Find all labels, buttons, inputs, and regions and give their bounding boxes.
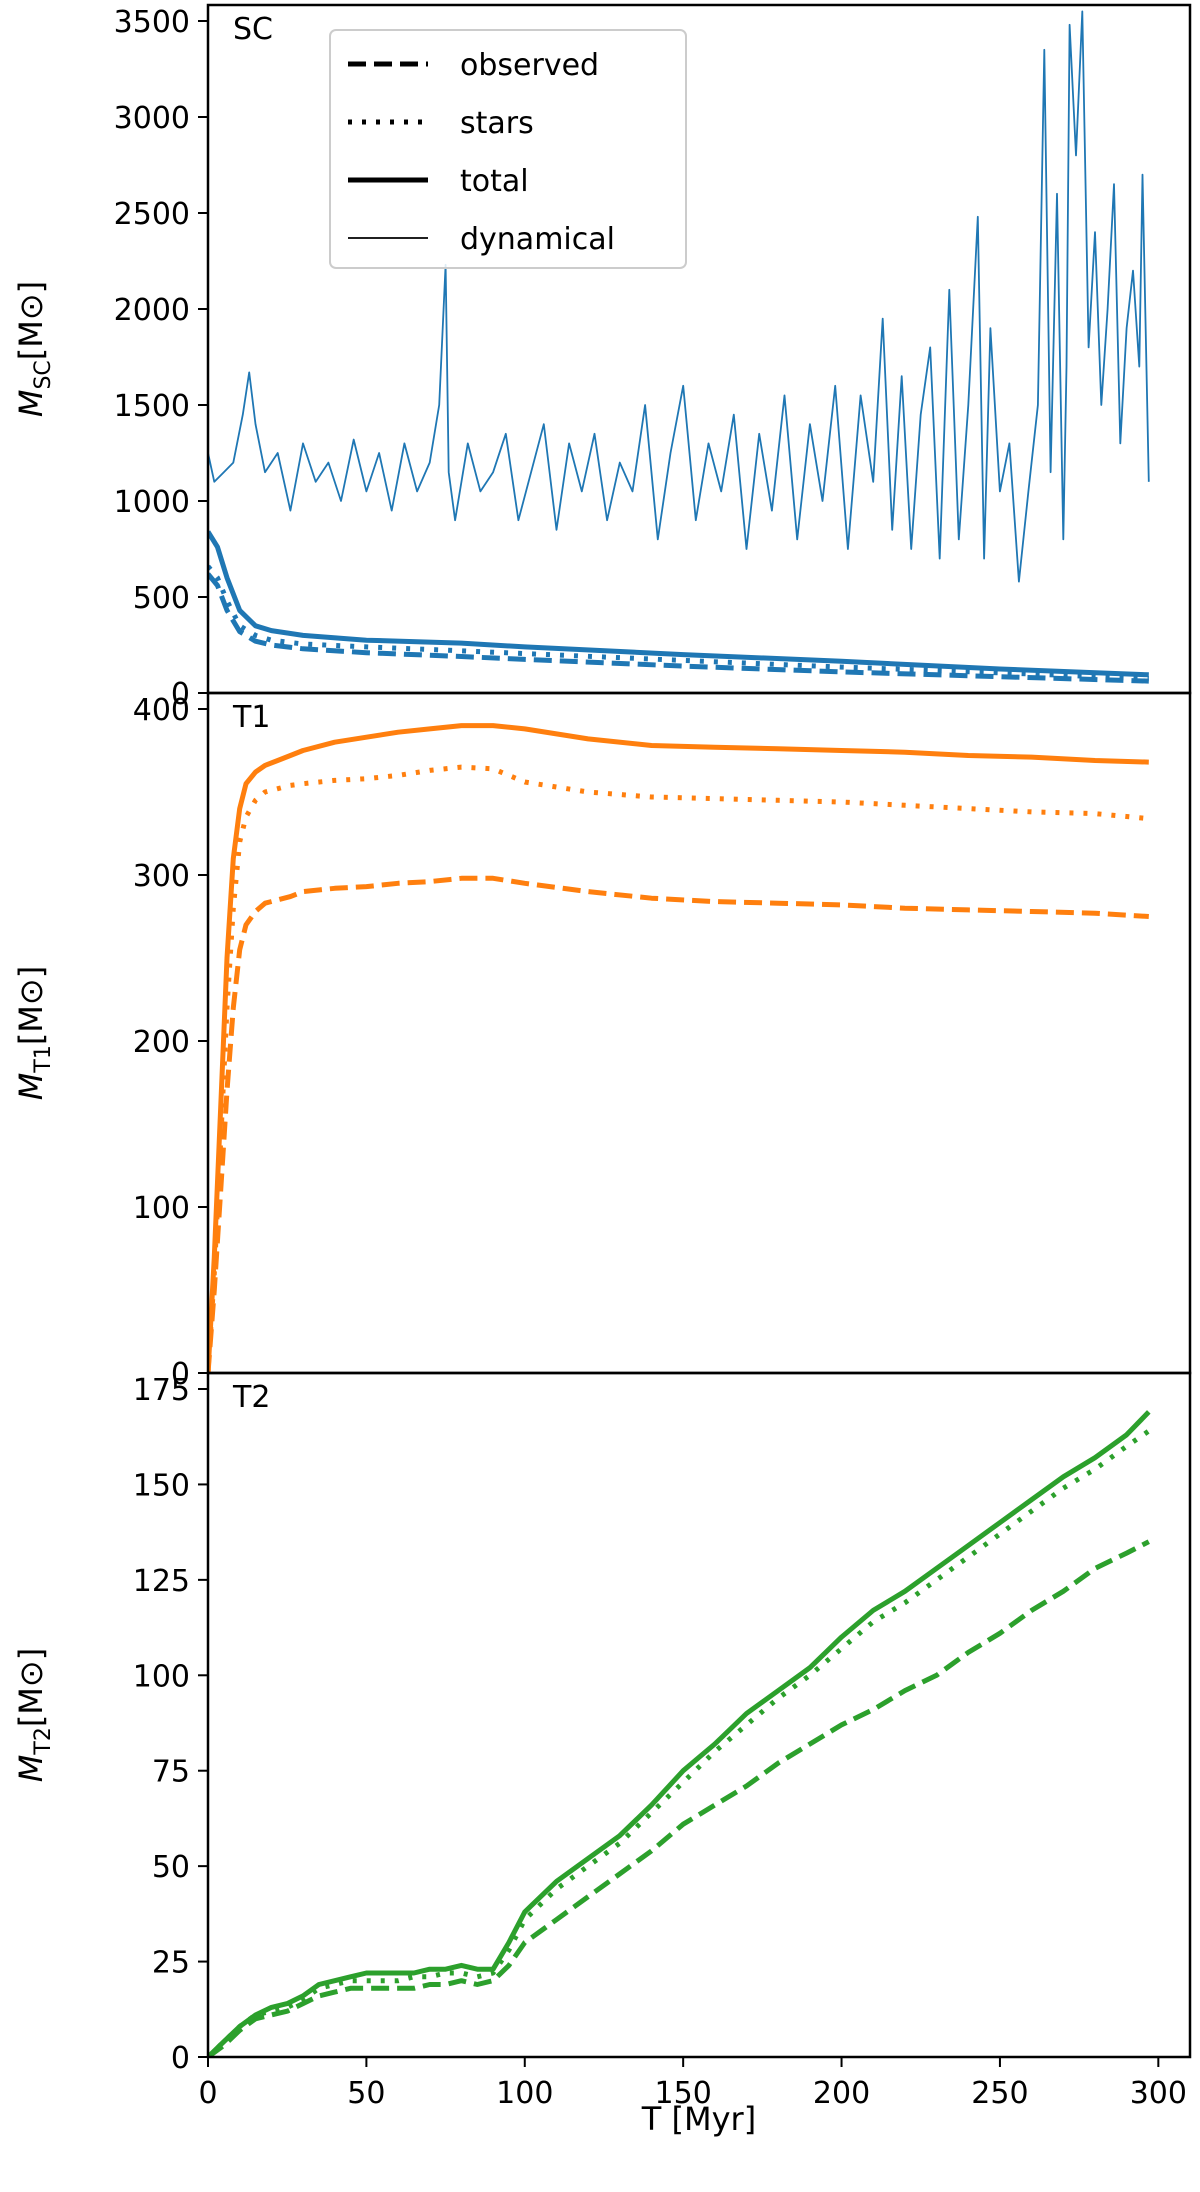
series-line-total bbox=[208, 723, 1149, 1373]
x-tick-label: 250 bbox=[971, 2076, 1028, 2111]
series-line-total bbox=[208, 1410, 1151, 2057]
y-tick-label: 0 bbox=[171, 1357, 190, 1392]
panel-tag: T1 bbox=[232, 700, 270, 735]
y-tick-label: 100 bbox=[133, 1191, 190, 1226]
series-line-stars bbox=[208, 764, 1150, 1373]
x-tick-label: 50 bbox=[347, 2076, 385, 2111]
panel-sc: 0 500 1000 1500 2000 2500 3000 3500 SC MSC[M⊙] bbox=[12, 3, 1192, 712]
y-tick-label: 400 bbox=[133, 693, 190, 728]
y-tick-label: 125 bbox=[133, 1564, 190, 1599]
series-line-observed bbox=[208, 1539, 1150, 2057]
legend-box bbox=[329, 29, 687, 269]
series-group bbox=[208, 10, 1150, 684]
x-tick-label: 150 bbox=[655, 2076, 712, 2111]
y-tick-label: 0 bbox=[171, 677, 190, 712]
series-line-stars bbox=[208, 564, 1149, 682]
series-group bbox=[208, 723, 1150, 1373]
y-tick-label: 1000 bbox=[114, 485, 190, 520]
series-line-observed bbox=[208, 572, 1149, 684]
x-tick-label: 300 bbox=[1130, 2076, 1187, 2111]
panel-tag: SC bbox=[233, 12, 273, 47]
y-tick-label: 2500 bbox=[114, 197, 190, 232]
y-tick-label: 2000 bbox=[114, 293, 190, 328]
y-tick-label: 300 bbox=[133, 859, 190, 894]
y-axis-label: MT1[M⊙] bbox=[12, 966, 56, 1100]
y-axis-label: MSC[M⊙] bbox=[12, 281, 56, 417]
series-line-observed bbox=[208, 875, 1149, 1373]
y-tick-label: 0 bbox=[171, 2041, 190, 2076]
series-group bbox=[208, 1410, 1151, 2057]
legend-label-stars: stars bbox=[460, 106, 534, 141]
y-tick-label: 25 bbox=[152, 1946, 190, 1981]
y-tick-label: 75 bbox=[152, 1755, 190, 1790]
y-tick-label: 200 bbox=[133, 1025, 190, 1060]
y-tick-label: 175 bbox=[133, 1373, 190, 1408]
series-line-dynamical bbox=[208, 10, 1150, 583]
panel-t2: 0 25 50 75 100 125 150 175 T2 MT2[M⊙] 0 50 100 150 200… bbox=[12, 1371, 1192, 2138]
series-line-stars bbox=[208, 1428, 1151, 2057]
y-tick-label: 3500 bbox=[114, 5, 190, 40]
legend-label-observed: observed bbox=[460, 48, 599, 83]
x-tick-label: 100 bbox=[496, 2076, 553, 2111]
x-tick-label: 0 bbox=[198, 2076, 217, 2111]
series-line-total bbox=[208, 530, 1149, 678]
y-tick-label: 150 bbox=[133, 1468, 190, 1503]
y-tick-label: 1500 bbox=[114, 389, 190, 424]
panel-t1: 0 100 200 300 400 T1 MT1[M⊙] bbox=[12, 691, 1192, 1392]
y-tick-label: 100 bbox=[133, 1659, 190, 1694]
panel-tag: T2 bbox=[232, 1380, 270, 1415]
y-tick-label: 50 bbox=[152, 1850, 190, 1885]
legend-label-dynamical: dynamical bbox=[460, 222, 615, 257]
y-tick-label: 3000 bbox=[114, 101, 190, 136]
y-tick-label: 500 bbox=[133, 581, 190, 616]
axes-frame bbox=[206, 1371, 1192, 2059]
x-tick-label: 200 bbox=[813, 2076, 870, 2111]
y-axis-label: MT2[M⊙] bbox=[12, 1648, 56, 1782]
legend: observed stars total dynamical bbox=[329, 29, 687, 269]
x-axis-label: T [Myr] bbox=[641, 2100, 756, 2138]
legend-label-total: total bbox=[460, 164, 529, 199]
axes-frame bbox=[206, 691, 1192, 1375]
